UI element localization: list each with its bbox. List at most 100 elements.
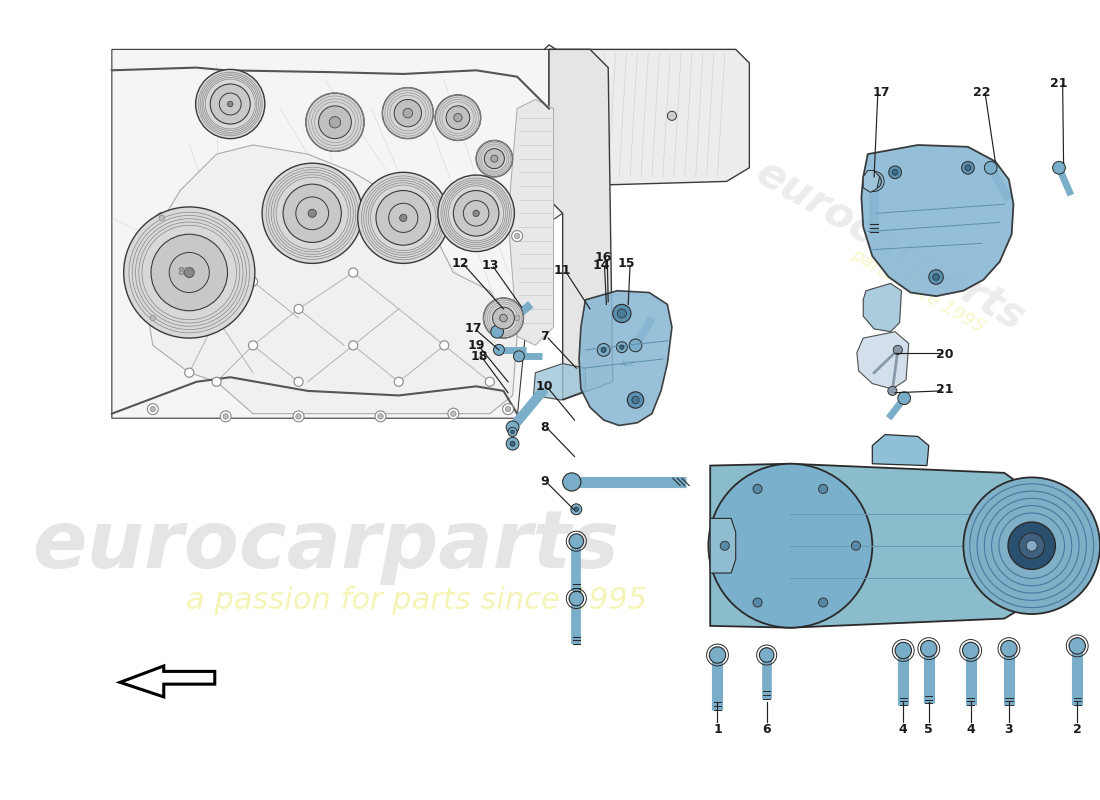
Circle shape <box>708 464 872 628</box>
Text: 9: 9 <box>540 475 549 489</box>
Circle shape <box>494 345 505 355</box>
Circle shape <box>394 99 421 126</box>
Text: 19: 19 <box>468 339 485 352</box>
Text: 88: 88 <box>177 267 190 278</box>
Text: 8: 8 <box>540 421 549 434</box>
Circle shape <box>196 70 265 138</box>
Circle shape <box>961 162 975 174</box>
Circle shape <box>964 478 1100 614</box>
Circle shape <box>818 598 827 607</box>
Circle shape <box>569 591 584 606</box>
Circle shape <box>376 190 430 245</box>
Text: 21: 21 <box>1050 77 1068 90</box>
Circle shape <box>574 507 579 511</box>
Text: 7: 7 <box>540 330 549 342</box>
Polygon shape <box>579 290 672 426</box>
Circle shape <box>150 315 155 321</box>
Polygon shape <box>144 145 517 414</box>
Circle shape <box>349 268 358 277</box>
Polygon shape <box>861 145 1013 296</box>
Circle shape <box>394 378 404 386</box>
Circle shape <box>1008 522 1055 570</box>
Circle shape <box>984 162 997 174</box>
Circle shape <box>514 351 525 362</box>
Circle shape <box>571 504 582 514</box>
Circle shape <box>563 473 581 491</box>
Circle shape <box>515 315 520 321</box>
Circle shape <box>150 406 155 412</box>
Circle shape <box>249 341 257 350</box>
Circle shape <box>147 404 158 414</box>
Circle shape <box>515 234 520 238</box>
Circle shape <box>485 378 494 386</box>
Circle shape <box>185 368 194 378</box>
Circle shape <box>399 214 407 222</box>
Circle shape <box>375 411 386 422</box>
Circle shape <box>296 414 301 419</box>
Polygon shape <box>120 666 214 697</box>
Circle shape <box>506 438 519 450</box>
Circle shape <box>306 93 364 151</box>
Circle shape <box>889 166 902 178</box>
Circle shape <box>388 203 418 233</box>
Circle shape <box>484 149 505 169</box>
Circle shape <box>220 411 231 422</box>
Circle shape <box>720 541 729 550</box>
Circle shape <box>818 484 827 494</box>
Text: 15: 15 <box>618 257 635 270</box>
Circle shape <box>377 414 383 419</box>
Circle shape <box>898 392 911 405</box>
Circle shape <box>505 406 510 412</box>
Circle shape <box>436 95 481 141</box>
Polygon shape <box>112 50 563 418</box>
Text: 12: 12 <box>452 257 470 270</box>
Polygon shape <box>534 363 585 400</box>
Text: 17: 17 <box>872 86 890 98</box>
Circle shape <box>156 212 167 223</box>
Circle shape <box>493 307 515 329</box>
Circle shape <box>448 408 459 419</box>
Circle shape <box>754 484 762 494</box>
Text: 5: 5 <box>924 723 933 736</box>
Circle shape <box>616 342 627 353</box>
Circle shape <box>210 84 251 124</box>
Text: 18: 18 <box>470 350 487 362</box>
Circle shape <box>476 141 513 177</box>
Circle shape <box>710 647 726 663</box>
Circle shape <box>453 190 499 236</box>
Circle shape <box>867 174 881 189</box>
Circle shape <box>619 345 624 350</box>
Circle shape <box>627 392 644 408</box>
Circle shape <box>1019 533 1044 558</box>
Circle shape <box>294 378 304 386</box>
Circle shape <box>892 170 898 175</box>
Circle shape <box>463 201 488 226</box>
Circle shape <box>438 175 515 251</box>
Text: parts since 1995: parts since 1995 <box>848 246 988 336</box>
Circle shape <box>1069 638 1086 654</box>
Circle shape <box>888 386 896 395</box>
Polygon shape <box>857 332 909 389</box>
Circle shape <box>447 106 470 130</box>
Circle shape <box>759 648 774 662</box>
Circle shape <box>147 313 158 323</box>
Circle shape <box>440 341 449 350</box>
Circle shape <box>123 207 255 338</box>
Text: 22: 22 <box>972 86 990 98</box>
Circle shape <box>629 339 642 352</box>
Circle shape <box>223 414 229 419</box>
Circle shape <box>451 411 456 416</box>
Polygon shape <box>549 50 749 186</box>
Circle shape <box>512 230 522 242</box>
Circle shape <box>506 421 519 434</box>
Circle shape <box>499 314 507 322</box>
Polygon shape <box>872 434 928 466</box>
Text: 16: 16 <box>595 251 613 265</box>
Polygon shape <box>864 170 880 192</box>
Circle shape <box>219 93 241 115</box>
Circle shape <box>349 341 358 350</box>
Text: 20: 20 <box>936 348 954 361</box>
Polygon shape <box>711 518 736 573</box>
Circle shape <box>895 642 912 658</box>
Text: eurocarparts: eurocarparts <box>749 151 1032 339</box>
